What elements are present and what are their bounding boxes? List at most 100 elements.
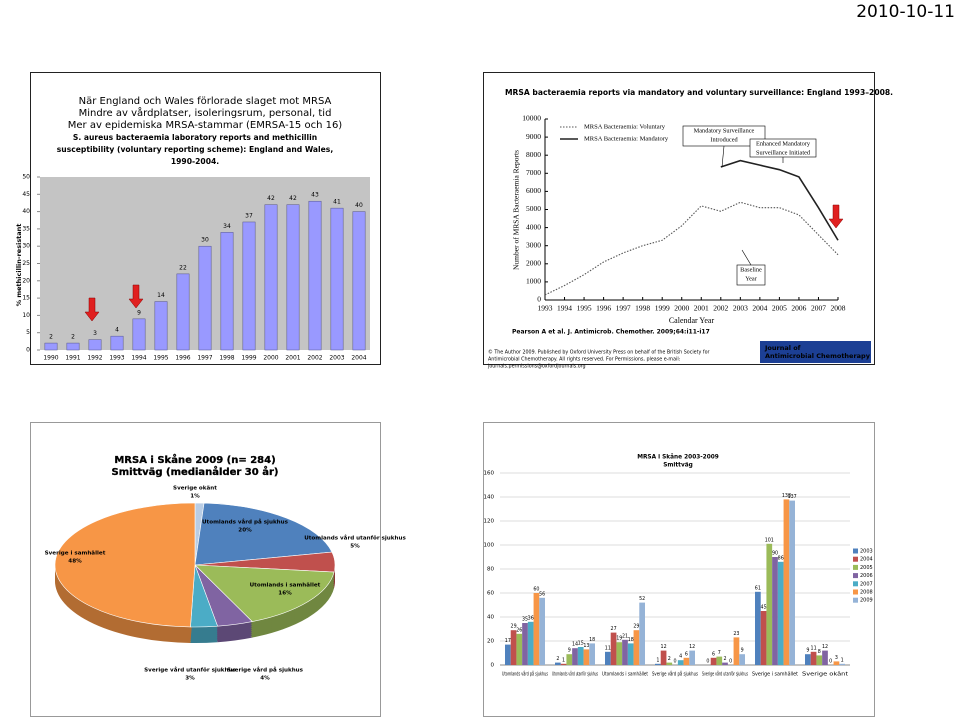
value-label: 6	[685, 651, 688, 657]
logo	[760, 341, 871, 363]
bar	[110, 335, 124, 351]
bar	[739, 654, 745, 665]
legend-label: 2006	[860, 573, 873, 579]
legend-label: MRSA Bacteraemia: Voluntary	[584, 123, 666, 130]
bar	[755, 591, 761, 665]
x-tick-label: 1994	[557, 304, 572, 313]
chart-title: MRSA i Skåne 2009 (n= 284)	[114, 453, 275, 466]
x-tick-label: 2003	[329, 355, 344, 362]
slide-frame	[483, 72, 875, 365]
chart-title: S. aureus bacteraemia laboratory reports…	[73, 133, 317, 142]
value-label: 2	[49, 334, 53, 341]
value-label: 15	[578, 641, 584, 647]
bar	[176, 273, 190, 351]
bar	[308, 200, 322, 351]
value-label: 17	[505, 638, 511, 644]
x-tick-label: 2008	[831, 304, 846, 313]
value-label: 61	[755, 585, 761, 591]
bar	[766, 543, 773, 665]
legend-label: 2008	[860, 590, 873, 596]
slice-value: 5%	[350, 544, 360, 550]
value-label: 12	[689, 644, 695, 650]
bar	[783, 499, 790, 665]
bar	[772, 557, 778, 665]
copyright: journals.permissions@oxfordjournals.org	[487, 364, 586, 370]
value-label: 2	[668, 656, 671, 662]
y-tick-label: 6000	[526, 186, 541, 195]
value-label: 56	[539, 591, 545, 597]
value-label: 14	[157, 292, 165, 299]
x-axis-label: Calendar Year	[669, 316, 715, 325]
slice-label: Sverige i samhället	[45, 551, 106, 557]
value-label: 41	[333, 199, 341, 206]
bar	[733, 637, 740, 665]
x-tick-label: 1998	[219, 355, 234, 362]
value-label: 34	[223, 223, 231, 230]
slice-label: Sverige vård på sjukhus	[227, 667, 304, 674]
value-label: 12	[661, 644, 667, 650]
y-tick-label: 25	[22, 260, 30, 267]
copyright: © The Author 2009. Published by Oxford U…	[488, 349, 710, 356]
slide-heading: Mindre av vårdplatser, isoleringsrum, pe…	[79, 106, 332, 119]
value-label: 1	[656, 657, 659, 663]
value-label: 3	[93, 330, 97, 337]
slide-frame	[483, 422, 875, 717]
value-label: 11	[811, 645, 817, 651]
x-tick-label: 2001	[285, 355, 300, 362]
x-tick-label: Sverige vård på sjukhus	[652, 671, 698, 678]
y-tick-label: 40	[22, 208, 30, 215]
value-label: 35	[522, 617, 528, 623]
bar	[683, 657, 690, 665]
value-label: 90	[772, 551, 778, 557]
x-tick-label: Sverige okänt	[802, 672, 848, 678]
legend-label: 2007	[860, 581, 873, 587]
y-tick-label: 20	[22, 277, 30, 284]
value-label: 18	[628, 637, 634, 643]
bar	[198, 245, 212, 351]
x-tick-label: 2000	[263, 355, 278, 362]
x-tick-label: 1992	[87, 355, 102, 362]
legend-label: 2005	[860, 565, 873, 571]
y-tick-label: 5000	[526, 204, 541, 213]
bar	[689, 650, 695, 665]
value-label: 9	[806, 648, 809, 654]
bar	[716, 656, 723, 665]
x-tick-label: 2007	[811, 304, 826, 313]
slice-label: Utomlands vård utanför sjukhus	[304, 535, 406, 542]
bar	[132, 318, 146, 351]
y-tick-label: 9000	[526, 132, 541, 141]
bar	[264, 204, 278, 351]
bar	[555, 662, 561, 665]
value-label: 36	[528, 615, 534, 621]
x-tick-label: 2002	[307, 355, 322, 362]
bar	[666, 662, 673, 665]
slice-value: 1%	[190, 494, 200, 500]
bar	[66, 342, 80, 351]
x-tick-label: Sverige i samhället	[752, 672, 798, 678]
y-tick-label: 100	[484, 543, 495, 549]
y-tick-label: 10000	[522, 114, 541, 123]
value-label: 2	[723, 656, 726, 662]
y-tick-label: 35	[22, 225, 30, 232]
x-tick-label: 2004	[351, 355, 366, 362]
slice-value: 48%	[68, 559, 82, 565]
slice	[194, 502, 333, 566]
x-tick-label: 1993	[109, 355, 124, 362]
bar	[822, 650, 828, 665]
bar	[88, 339, 102, 351]
value-label: 18	[589, 637, 595, 643]
y-tick-label: 0	[537, 295, 541, 304]
annotation: Baseline	[740, 266, 762, 273]
slice-value: 16%	[278, 591, 292, 597]
value-label: 0	[706, 659, 709, 665]
slice-label: Utomlands i samhället	[250, 583, 321, 589]
value-label: 6	[712, 651, 715, 657]
value-label: 9	[568, 648, 571, 654]
value-label: 2	[556, 656, 559, 662]
value-label: 3	[835, 655, 838, 661]
x-tick-label: 1991	[65, 355, 80, 362]
value-label: 11	[605, 645, 611, 651]
value-label: 9	[137, 309, 141, 316]
legend-swatch	[853, 573, 858, 579]
value-label: 60	[533, 587, 539, 593]
